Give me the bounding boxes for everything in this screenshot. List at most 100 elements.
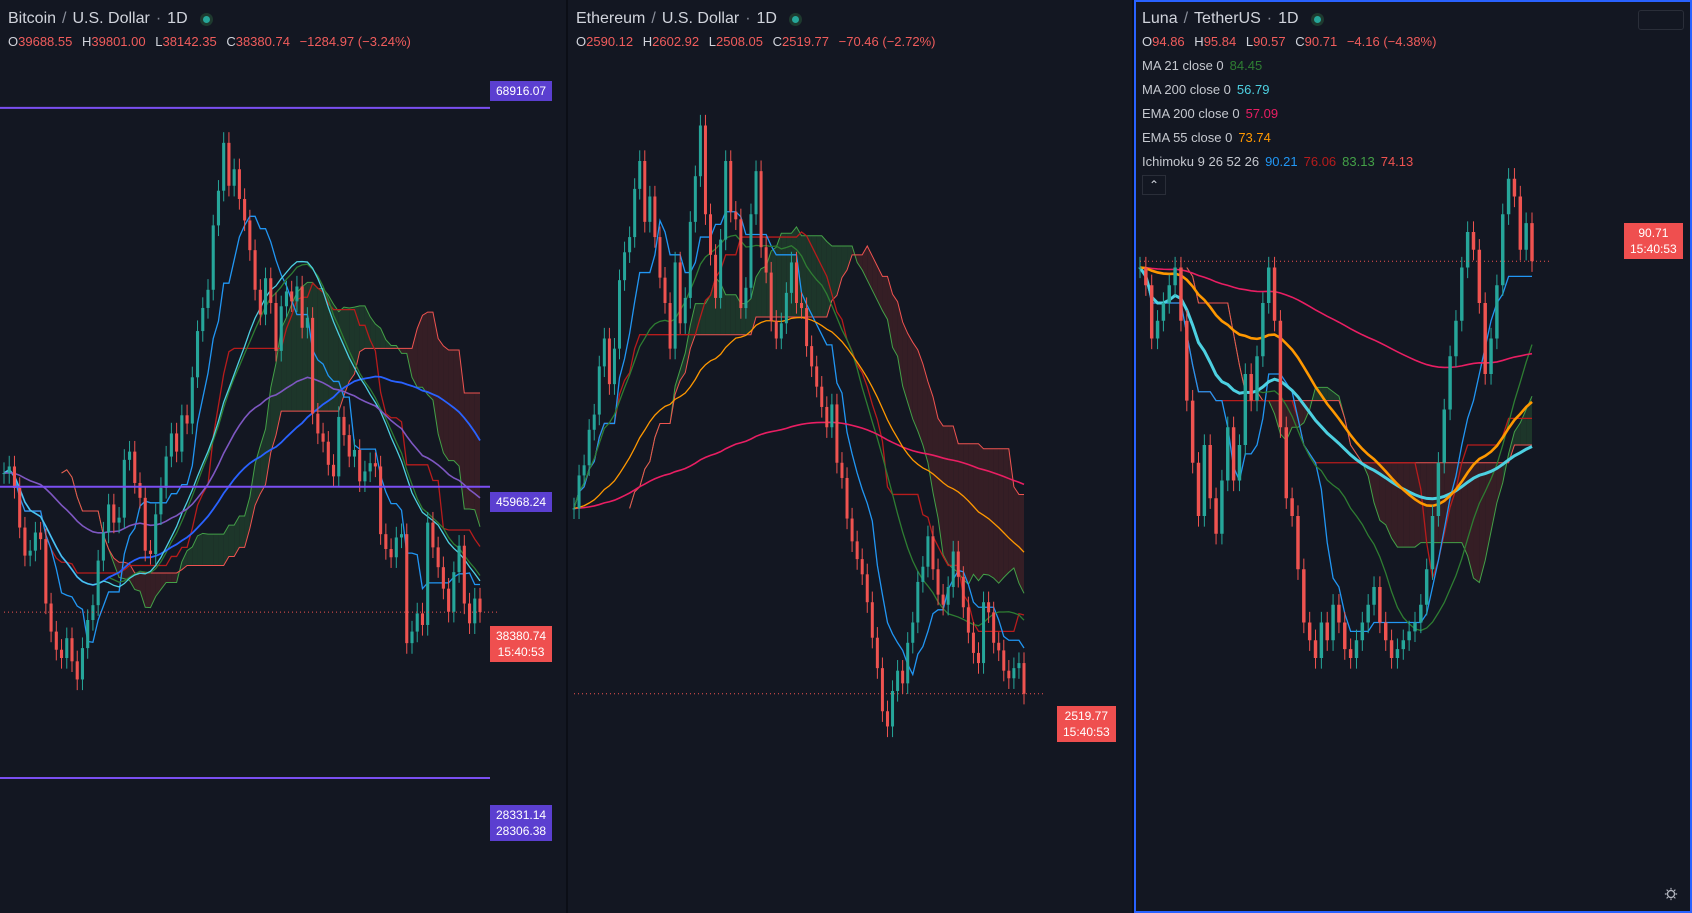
- candle-body: [906, 642, 910, 684]
- ichimoku-cloud-segment: [1508, 431, 1515, 463]
- indicator-row[interactable]: EMA 200 close 0 57.09: [1142, 106, 1442, 121]
- candle-body: [96, 560, 100, 606]
- candle-body: [1196, 462, 1201, 516]
- candle-body: [643, 161, 647, 222]
- last-price-tag[interactable]: 90.71 15:40:53: [1624, 223, 1683, 259]
- symbol-title[interactable]: Luna / TetherUS · 1D: [1142, 8, 1442, 30]
- candle-body: [263, 278, 268, 315]
- candle-body: [1448, 356, 1452, 410]
- ichimoku-cloud-segment: [725, 294, 731, 335]
- candle-body: [1424, 569, 1429, 605]
- candle-body: [1007, 670, 1011, 679]
- candle-body: [305, 317, 309, 328]
- ichimoku-cloud-segment: [323, 288, 329, 412]
- candle-body: [668, 303, 672, 349]
- candle-body: [65, 638, 69, 658]
- ichimoku-cloud-segment: [218, 534, 224, 566]
- indicator-row[interactable]: Ichimoku 9 26 52 26 90.21 76.06 83.13 74.13: [1142, 154, 1442, 169]
- chart-pane-ethereum[interactable]: Ethereum / U.S. Dollar · 1D O2590.12 H26…: [568, 0, 1132, 913]
- chart-pane-luna[interactable]: Luna / TetherUS · 1D O94.86 H95.84 L90.5…: [1134, 0, 1692, 913]
- ichimoku-cloud-segment: [730, 294, 736, 335]
- candle-body: [311, 317, 315, 414]
- candle-body: [326, 441, 330, 465]
- candle-body: [779, 323, 783, 339]
- pane-toolbar-placeholder[interactable]: [1638, 10, 1684, 30]
- indicator-list: MA 21 close 0 84.45 MA 200 close 0 56.79 EMA…: [1142, 58, 1442, 169]
- interval-label: 1D: [756, 10, 777, 27]
- ichimoku-base-line: [3, 282, 481, 574]
- bar-countdown: 15:40:53: [1063, 725, 1110, 739]
- candle-body: [774, 320, 778, 339]
- candle-body: [1278, 320, 1283, 428]
- candle-body: [729, 161, 733, 212]
- symbol-title[interactable]: Ethereum / U.S. Dollar · 1D: [576, 8, 942, 30]
- candle-body: [678, 262, 682, 324]
- symbol-title[interactable]: Bitcoin / U.S. Dollar · 1D: [8, 8, 417, 30]
- candle-body: [901, 670, 905, 684]
- last-price-tag[interactable]: 2519.77 15:40:53: [1057, 706, 1116, 742]
- candle-body: [112, 504, 116, 523]
- ichimoku-cloud-segment: [821, 235, 827, 317]
- level-label-68916[interactable]: 68916.07: [490, 81, 553, 101]
- candle-body: [284, 291, 289, 307]
- candle-body: [602, 338, 606, 367]
- bitcoin-price-chart[interactable]: [0, 0, 566, 913]
- level-label-45968[interactable]: 45968.24: [490, 492, 553, 512]
- ethereum-price-chart[interactable]: [568, 0, 1132, 913]
- gear-icon[interactable]: [1664, 887, 1678, 901]
- candle-body: [211, 225, 215, 290]
- candle-body: [1220, 480, 1224, 534]
- ichimoku-cloud-segment: [841, 245, 848, 278]
- ichimoku-cloud-segment: [417, 315, 423, 388]
- candle-body: [80, 648, 85, 680]
- last-price: 90.71: [1638, 226, 1669, 240]
- candle-body: [290, 291, 294, 302]
- indicator-row[interactable]: MA 21 close 0 84.45: [1142, 58, 1442, 73]
- low-value: 38142.35: [162, 34, 217, 49]
- ichimoku-cloud-segment: [197, 533, 203, 566]
- candle-body: [628, 237, 632, 253]
- candle-body: [1138, 267, 1142, 269]
- candle-body: [1471, 232, 1476, 250]
- candle-body: [1343, 622, 1347, 650]
- candle-body: [1022, 663, 1026, 694]
- candle-body: [1167, 285, 1171, 303]
- ichimoku-cloud-segment: [831, 245, 837, 301]
- candle-body: [1144, 267, 1148, 286]
- last-price-tag[interactable]: 38380.74 15:40:53: [490, 626, 553, 662]
- candle-body: [175, 433, 179, 452]
- candle-body: [164, 456, 168, 488]
- ichimoku-cloud-segment: [166, 572, 172, 583]
- candle-body: [1512, 178, 1517, 197]
- candle-body: [1378, 587, 1382, 623]
- interval-label: 1D: [167, 10, 188, 27]
- indicator-row[interactable]: EMA 55 close 0 73.74: [1142, 130, 1442, 145]
- ichimoku-cloud-segment: [882, 276, 888, 320]
- ichimoku-cloud-segment: [202, 533, 208, 566]
- candle-body: [86, 620, 90, 649]
- candle-body: [180, 415, 184, 452]
- candle-body: [789, 262, 793, 293]
- candle-body: [358, 449, 362, 482]
- candle-body: [1337, 604, 1341, 623]
- candle-body: [1296, 516, 1300, 570]
- ichimoku-cloud-segment: [453, 350, 460, 467]
- luna-price-chart[interactable]: [1134, 0, 1692, 913]
- ichimoku-cloud-segment: [349, 307, 355, 382]
- candle-body: [59, 649, 64, 658]
- candle-body: [258, 289, 262, 315]
- candle-body: [850, 518, 854, 542]
- chart-pane-bitcoin[interactable]: Bitcoin / U.S. Dollar · 1D O39688.55 H39…: [0, 0, 566, 913]
- level-label-28331[interactable]: 28331.14 28306.38: [490, 805, 553, 841]
- candle-body: [1290, 498, 1294, 516]
- indicator-name: Ichimoku 9 26 52 26: [1142, 154, 1260, 169]
- candle-body: [1012, 668, 1016, 679]
- ichimoku-span-b-line: [61, 311, 480, 574]
- ichimoku-cloud-segment: [1491, 462, 1497, 532]
- ichimoku-cloud-segment: [938, 418, 944, 555]
- candle-body: [368, 463, 372, 472]
- candle-body: [693, 176, 697, 222]
- high-value: 2602.92: [652, 34, 700, 49]
- indicator-row[interactable]: MA 200 close 0 56.79: [1142, 82, 1442, 97]
- chevron-up-icon[interactable]: ⌃: [1142, 175, 1166, 195]
